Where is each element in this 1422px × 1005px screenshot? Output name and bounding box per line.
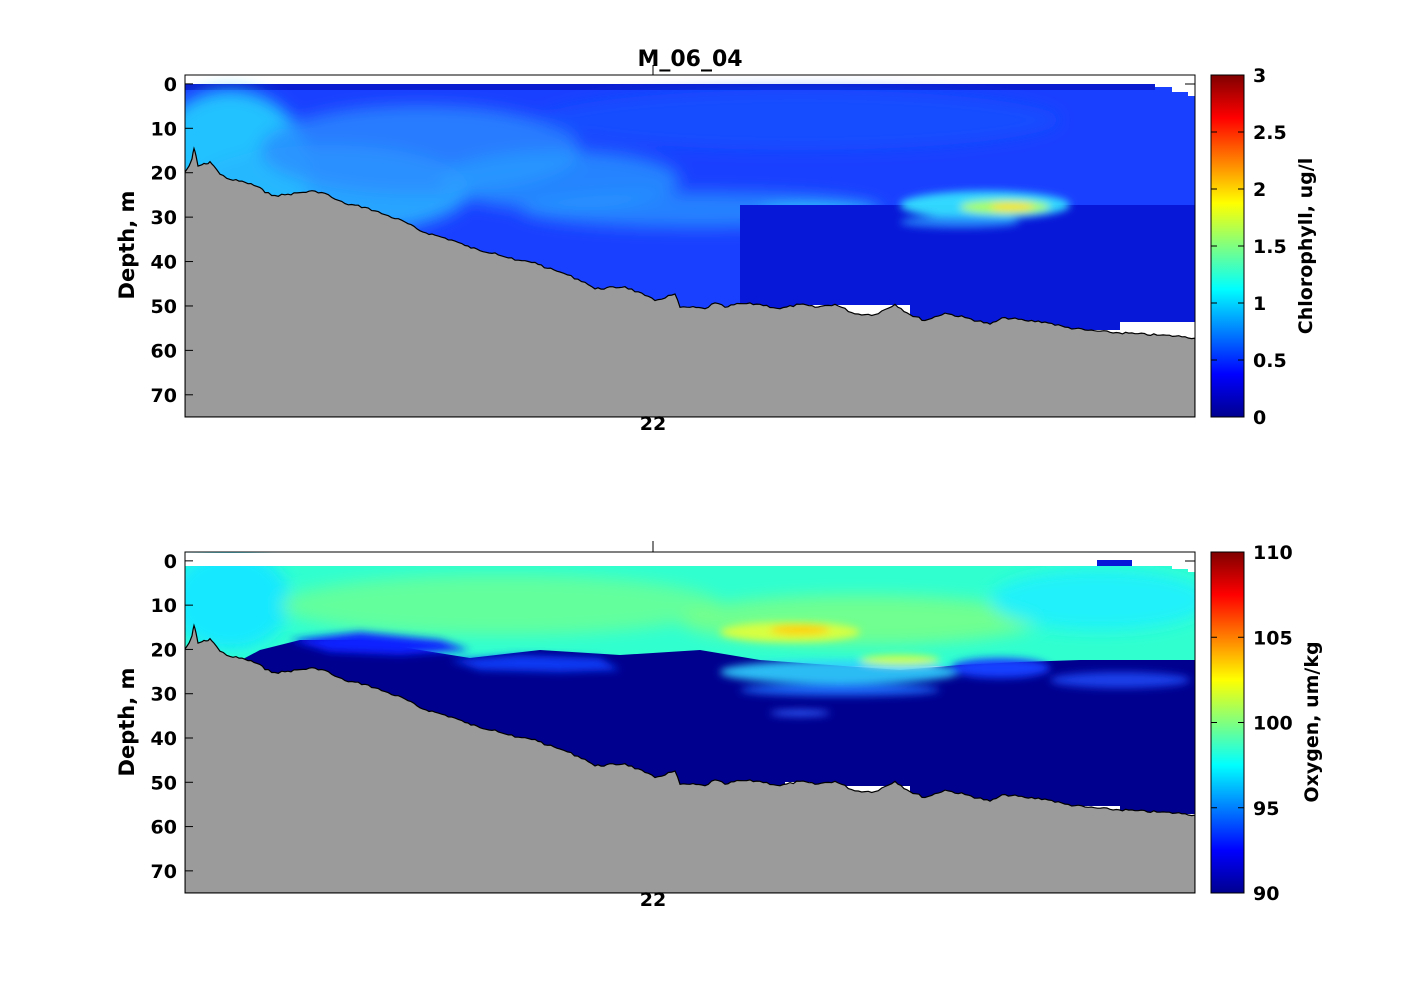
chl-max-core — [990, 203, 1034, 211]
colorbar-tick-label: 110 — [1253, 542, 1293, 564]
chl-subsurface-max — [900, 191, 1070, 228]
colorbar-tick-label: 1 — [1253, 293, 1266, 315]
colorbar-tick-label: 2 — [1253, 179, 1266, 201]
y-tick-label: 60 — [151, 340, 177, 362]
colorbar-tick-label: 2.5 — [1253, 122, 1287, 144]
colorbar-tick-label: 0.5 — [1253, 350, 1287, 372]
chl-no-data-notch — [1155, 75, 1195, 96]
chl-y-axis-title: Depth, m — [115, 191, 139, 300]
oxy-nearshore-lens — [185, 552, 290, 650]
y-tick-label: 10 — [151, 118, 177, 140]
chl-deep-fill-1 — [910, 300, 1195, 322]
chl-colorbar-title: Chlorophyll, ug/l — [1295, 158, 1317, 334]
oxy-deep-lens — [720, 660, 960, 684]
colorbar-tick-label: 1.5 — [1253, 236, 1287, 258]
oxy-y-ticks: 0 10 20 30 40 50 60 70 — [151, 551, 193, 883]
oxy-oxycline — [290, 622, 1190, 716]
y-tick-label: 0 — [164, 74, 177, 96]
y-tick-label: 40 — [151, 728, 177, 750]
oxy-no-data-notch — [1132, 553, 1195, 572]
colorbar-tick-label: 95 — [1253, 798, 1279, 820]
y-tick-label: 40 — [151, 252, 177, 274]
y-tick-label: 20 — [151, 163, 177, 185]
chlorophyll-panel: 0 10 20 30 40 50 60 70 22 Depth, m 0 0.5 1 1.5 2 2.5… — [115, 65, 1317, 435]
colorbar-tick-label: 0 — [1253, 407, 1266, 429]
colorbar-tick-label: 90 — [1253, 883, 1279, 905]
chlorophyll-axes-frame — [184, 74, 1196, 418]
chl-colorbar-ticks: 0 0.5 1 1.5 2 2.5 3 — [1211, 65, 1287, 429]
chl-lower-layer — [900, 216, 1020, 228]
colorbar-tick-label: 3 — [1253, 65, 1266, 87]
oxy-far-right-lens — [1050, 672, 1190, 688]
chl-upper-blue — [540, 90, 1060, 150]
y-tick-label: 60 — [151, 817, 177, 839]
oxy-seafloor — [185, 623, 1195, 893]
oxy-right-lens — [950, 658, 1050, 678]
chl-x-tick-label: 22 — [640, 413, 666, 435]
oxy-colorbar-ticks: 90 95 100 105 110 — [1211, 542, 1293, 905]
oxy-colorbar-title: Oxygen, um/kg — [1301, 641, 1323, 802]
chl-plumes — [185, 90, 1060, 250]
chl-bottom-edge-fill — [810, 308, 910, 318]
oxy-x-tick-label: 22 — [640, 889, 666, 911]
oxygen-axes-frame — [184, 551, 1196, 894]
chl-y-ticks: 0 10 20 30 40 50 60 70 — [151, 74, 193, 407]
y-tick-label: 30 — [151, 207, 177, 229]
oxy-oxycline-band-2 — [450, 655, 620, 672]
oxy-surface-blob — [1097, 560, 1132, 566]
oxy-upper-right — [990, 570, 1195, 630]
colorbar-tick-label: 105 — [1253, 627, 1293, 649]
oxy-mid-lens — [280, 575, 720, 635]
y-tick-label: 0 — [164, 551, 177, 573]
chlorophyll-heatmap — [185, 75, 1195, 417]
y-tick-label: 20 — [151, 639, 177, 661]
y-tick-label: 50 — [151, 772, 177, 794]
oxygen-heatmap — [185, 552, 1195, 893]
figure-title: M_06_04 — [637, 47, 742, 72]
oxygen-panel: 0 10 20 30 40 50 60 70 22 Depth, m 90 95 100 105 11… — [115, 541, 1323, 911]
oxy-deep-tongue — [740, 684, 940, 696]
oxy-no-data-top — [185, 553, 1195, 566]
chl-seafloor — [185, 146, 1195, 417]
chl-surface-band — [185, 84, 1155, 90]
y-tick-label: 30 — [151, 684, 177, 706]
oxy-y-axis-title: Depth, m — [115, 668, 139, 777]
oxy-oxycline-band-1 — [290, 632, 470, 655]
y-tick-label: 70 — [151, 385, 177, 407]
oxy-max-core — [770, 625, 830, 635]
y-tick-label: 10 — [151, 595, 177, 617]
oxy-near-bottom-lens — [770, 710, 830, 716]
colorbar-tick-label: 100 — [1253, 713, 1293, 735]
oxy-secondary-max — [860, 655, 940, 665]
y-tick-label: 50 — [151, 296, 177, 318]
y-tick-label: 70 — [151, 861, 177, 883]
